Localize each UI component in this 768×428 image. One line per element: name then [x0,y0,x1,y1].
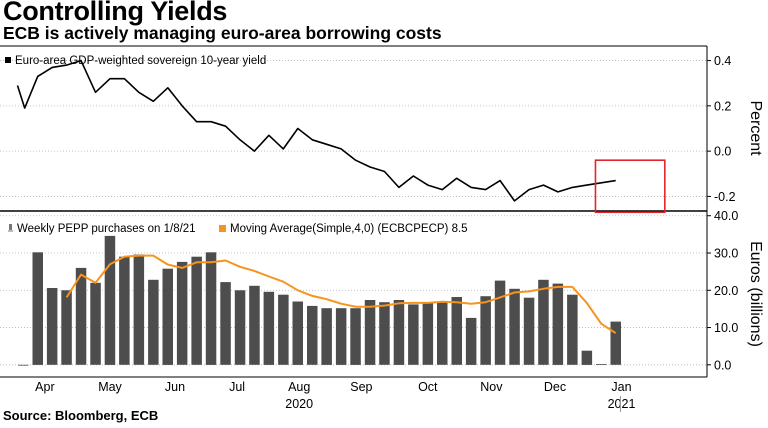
chart-subtitle: ECB is actively managing euro-area borro… [3,23,442,43]
yield-legend: Euro-area GDP-weighted sovereign 10-year… [5,55,266,67]
pepp-tick-label: 0.0 [714,358,731,372]
pepp-bar [393,300,405,365]
highlight-box [594,159,666,214]
pepp-bar [205,252,217,365]
yield-gridlines [0,60,707,197]
pepp-bar [422,302,434,365]
pepp-tick-label: 30.0 [714,247,738,261]
x-tick-label: Sep [350,380,372,394]
yield-tick-label: 0.2 [714,99,731,113]
pepp-bar [119,256,130,365]
x-tick-label: Aug [288,380,310,394]
pepp-bar [610,321,621,365]
x-year-label: 2020 [285,397,313,411]
yield-legend-label: Euro-area GDP-weighted sovereign 10-year… [15,55,266,67]
yield-tick-label: 0.0 [714,145,731,159]
ma-legend-label: Moving Average(Simple,4,0) (ECBCPECP) 8.… [230,223,468,235]
pepp-bar [335,308,347,365]
x-tick-label: Oct [418,380,438,394]
source-note: Source: Bloomberg, ECB [3,408,159,423]
pepp-bar [307,305,318,365]
pepp-bar [61,290,72,365]
moving-average-line [65,254,617,334]
yield-y-ticks: 0.4 0.2 0.0 -0.2 [707,54,736,204]
pepp-bar [408,304,419,365]
pepp-bar [75,267,87,365]
x-tick-label: Jul [229,380,245,394]
pepp-bar [509,288,520,365]
pepp-bar [249,285,260,365]
pepp-bar [552,283,564,365]
pepp-bar [278,294,289,365]
pepp-bar [465,317,477,365]
pepp-tick-label: 20.0 [714,284,738,298]
x-tick-label: Dec [544,380,566,394]
pepp-bar [46,288,58,365]
pepp-bar [379,302,390,365]
x-year-label: 2021 [608,397,636,411]
ma-legend-swatch [219,225,226,232]
pepp-bar [523,297,535,365]
pepp-tick-label: 40.0 [714,209,738,223]
pepp-bar [437,302,448,365]
yield-legend-swatch [5,57,11,63]
pepp-y-ticks: 40.0 30.0 20.0 10.0 0.0 [707,209,738,372]
pepp-legend-label: Weekly PEPP purchases on 1/8/21 [17,223,196,235]
pepp-bar [292,301,303,365]
pepp-bar [162,268,173,365]
yield-panel: 0.4 0.2 0.0 -0.2 Percent Euro-area GDP-weig… [0,54,764,214]
pepp-bar [176,261,188,365]
pepp-bar [90,282,101,365]
pepp-bar [581,350,593,365]
pepp-bar [191,256,202,365]
pepp-bar [32,252,43,365]
pepp-legend-swatch [9,224,12,230]
pepp-legend: Weekly PEPP purchases on 1/8/21 Moving A… [5,222,468,235]
pepp-bar [350,308,361,365]
pepp-gridlines [0,215,707,366]
x-tick-label: Jan [611,380,631,394]
pepp-bar [104,235,116,365]
x-tick-label: Apr [35,380,54,394]
x-axis: Apr May Jun Jul Aug Sep Oct Nov Dec Jan 2020 2021 [35,380,635,412]
pepp-bar [263,291,275,365]
yield-tick-label: 0.4 [714,54,731,68]
x-tick-label: Nov [480,380,503,394]
pepp-bar [220,282,231,365]
pepp-bar [18,364,29,366]
yield-y-axis-title: Percent [747,100,764,156]
pepp-bars [18,235,621,366]
pepp-bar [148,279,159,365]
pepp-bar [567,294,578,365]
pepp-bar [596,364,607,365]
pepp-bar [364,300,376,365]
yield-tick-label: -0.2 [714,190,736,204]
pepp-y-axis-title: Euros (billions) [747,241,764,347]
pepp-bar [133,254,145,365]
pepp-bar [480,296,491,365]
pepp-tick-label: 10.0 [714,321,738,335]
pepp-bar [538,279,549,365]
chart-title: Controlling Yields [3,0,228,26]
pepp-bar [321,308,332,365]
x-tick-label: Jun [165,380,185,394]
x-tick-label: May [98,380,122,394]
pepp-bar [451,297,462,365]
pepp-bar [494,280,506,365]
pepp-panel: 40.0 30.0 20.0 10.0 0.0 Euros (billions) Wee… [0,209,764,412]
yield-series-line [16,59,616,202]
pepp-bar [234,290,246,365]
